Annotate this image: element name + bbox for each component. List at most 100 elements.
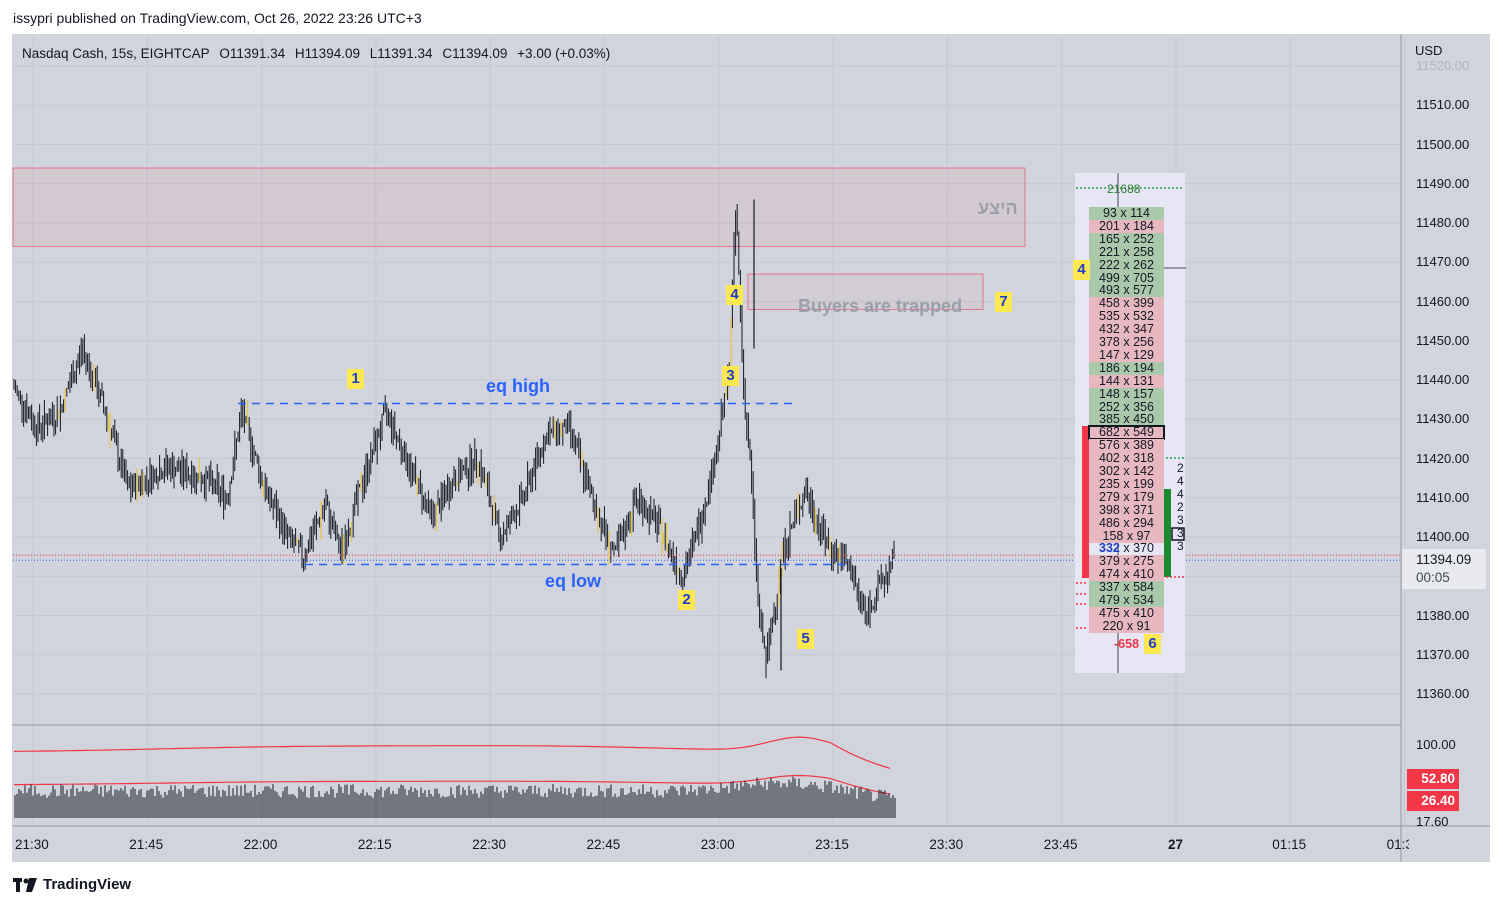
legend-high: H11394.09 bbox=[294, 46, 360, 61]
price-tick-label: 11400.00 bbox=[1416, 529, 1470, 544]
footprint-row: 475 x 410 bbox=[1089, 606, 1164, 620]
footprint-row: 337 x 584 bbox=[1089, 581, 1164, 595]
tradingview-logo[interactable]: TradingView bbox=[13, 876, 131, 893]
footprint-row: 479 x 534 bbox=[1089, 594, 1164, 607]
footprint-row: 493 x 577 bbox=[1089, 284, 1164, 298]
footprint-row: 378 x 256 bbox=[1089, 336, 1164, 349]
time-tick-label: 01:15 bbox=[1272, 837, 1307, 852]
time-tick-label: 22:15 bbox=[357, 837, 392, 852]
chart-frame[interactable] bbox=[12, 34, 1490, 862]
tradingview-logo-icon bbox=[13, 877, 37, 892]
footprint-row: 220 x 91 bbox=[1089, 619, 1164, 633]
supply-zone-label: היצע bbox=[978, 198, 1018, 218]
legend-symbol: Nasdaq Cash, 15s, EIGHTCAP bbox=[22, 46, 210, 61]
price-tick-label: 11420.00 bbox=[1416, 450, 1470, 466]
indicator-badge-1: 52.80 bbox=[1407, 769, 1459, 789]
footprint-row: 458 x 399 bbox=[1089, 297, 1164, 311]
footprint-row: 332 x 370 bbox=[1099, 541, 1154, 556]
time-tick-label: 23:15 bbox=[815, 837, 849, 852]
footprint-row: 682 x 549 bbox=[1088, 425, 1165, 441]
footprint-side-digit: 4 bbox=[1177, 474, 1184, 488]
time-tick-label: 22:30 bbox=[472, 837, 506, 852]
footprint-row: 222 x 262 bbox=[1089, 258, 1164, 272]
time-tick-label: 21:30 bbox=[15, 837, 49, 852]
price-tick-label: 11450.00 bbox=[1416, 332, 1470, 348]
price-tick-label: 11360.00 bbox=[1416, 686, 1470, 701]
legend-low: L11391.34 bbox=[369, 46, 433, 61]
indicator-scale-bottom: 17.60 bbox=[1416, 814, 1449, 829]
indicator-line bbox=[13, 736, 891, 769]
footprint-row: 165 x 252 bbox=[1089, 232, 1164, 246]
price-tick-label: 11490.00 bbox=[1416, 175, 1470, 191]
footprint-total: 21688 bbox=[1107, 182, 1141, 196]
footprint-side-digit: 3 bbox=[1177, 513, 1184, 527]
bar-countdown: 00:05 bbox=[1416, 570, 1450, 585]
published-line: issypri published on TradingView.com, Oc… bbox=[13, 10, 422, 26]
marker-2: 2 bbox=[678, 590, 695, 610]
price-tick-label: 11460.00 bbox=[1416, 293, 1470, 309]
marker-1: 1 bbox=[347, 369, 364, 389]
footprint-row: 93 x 114 bbox=[1089, 207, 1164, 220]
footprint-row: 252 x 356 bbox=[1089, 400, 1164, 414]
price-tick-label: 11430.00 bbox=[1416, 411, 1470, 427]
marker-3: 3 bbox=[722, 366, 739, 386]
symbol-legend: Nasdaq Cash, 15s, EIGHTCAP O11391.34 H11… bbox=[22, 46, 616, 61]
eq-low-label: eq low bbox=[545, 571, 602, 591]
footprint-green-bar bbox=[1164, 489, 1171, 577]
footprint-row: 379 x 275 bbox=[1089, 555, 1164, 569]
time-tick-label: 23:45 bbox=[1043, 837, 1078, 852]
footprint-row: 186 x 194 bbox=[1089, 361, 1164, 375]
footprint-delta: -658 bbox=[1114, 637, 1140, 651]
time-tick-label: 27 bbox=[1168, 837, 1184, 852]
price-tick-label: 11380.00 bbox=[1416, 607, 1470, 623]
footprint-row: 279 x 179 bbox=[1089, 490, 1164, 504]
marker-4: 4 bbox=[726, 285, 743, 305]
footprint-row: 398 x 371 bbox=[1089, 503, 1164, 517]
footprint-side-digit: 4 bbox=[1177, 487, 1184, 501]
marker-6: 6 bbox=[1144, 634, 1161, 654]
footprint-row: 499 x 705 bbox=[1089, 271, 1164, 285]
time-tick-label: 01:30 bbox=[1386, 837, 1409, 852]
footprint-side-digit: 3 bbox=[1177, 526, 1184, 540]
footprint-row: 486 x 294 bbox=[1089, 516, 1164, 530]
tradingview-logo-text: TradingView bbox=[43, 876, 132, 893]
time-tick-label: 22:00 bbox=[243, 837, 278, 852]
footprint-red-bar bbox=[1082, 426, 1089, 578]
marker-7: 7 bbox=[995, 292, 1012, 312]
footprint-row: 147 x 129 bbox=[1089, 348, 1164, 362]
currency-label: USD bbox=[1415, 43, 1443, 58]
eq-high-label: eq high bbox=[486, 376, 550, 396]
legend-open: O11391.34 bbox=[219, 46, 286, 61]
time-tick-label: 21:45 bbox=[129, 837, 164, 852]
footprint-row: 432 x 347 bbox=[1089, 323, 1164, 337]
footprint-row: 576 x 389 bbox=[1089, 439, 1164, 453]
footprint-row: 148 x 157 bbox=[1089, 387, 1164, 401]
footprint-row: 221 x 258 bbox=[1089, 245, 1164, 259]
indicator-scale-top: 100.00 bbox=[1416, 737, 1456, 752]
footprint-side-digit: 3 bbox=[1177, 539, 1184, 553]
price-tick-label: 11410.00 bbox=[1416, 489, 1470, 505]
footprint-row: 535 x 532 bbox=[1089, 310, 1164, 324]
footprint-row: 235 x 199 bbox=[1089, 477, 1164, 491]
footprint-row: 158 x 97 bbox=[1089, 529, 1164, 543]
legend-close: C11394.09 bbox=[442, 46, 508, 61]
trapped-box bbox=[747, 273, 984, 310]
price-tick-label: 11510.00 bbox=[1416, 97, 1470, 113]
footprint-side-digit: 2 bbox=[1177, 461, 1184, 475]
price-tick-label: 11440.00 bbox=[1416, 372, 1470, 387]
indicator-badge-2: 26.40 bbox=[1407, 791, 1459, 811]
footprint-row: 474 x 410 bbox=[1089, 568, 1164, 582]
price-tick-label: 11500.00 bbox=[1416, 136, 1470, 152]
price-tick-label: 11520.00 bbox=[1416, 58, 1470, 73]
footprint-row: 144 x 131 bbox=[1089, 374, 1164, 388]
footprint-side-digit: 2 bbox=[1177, 500, 1184, 514]
legend-change: +3.00 (+0.03%) bbox=[517, 46, 611, 61]
marker-5: 5 bbox=[797, 629, 814, 649]
marker-4-footprint: 4 bbox=[1073, 260, 1090, 280]
footprint-row: 385 x 450 bbox=[1089, 413, 1164, 427]
supply-zone-box bbox=[12, 167, 1026, 248]
time-tick-label: 23:30 bbox=[929, 837, 964, 852]
price-tick-label: 11480.00 bbox=[1416, 215, 1470, 230]
last-price-tag: 11394.09 00:05 bbox=[1402, 549, 1486, 589]
